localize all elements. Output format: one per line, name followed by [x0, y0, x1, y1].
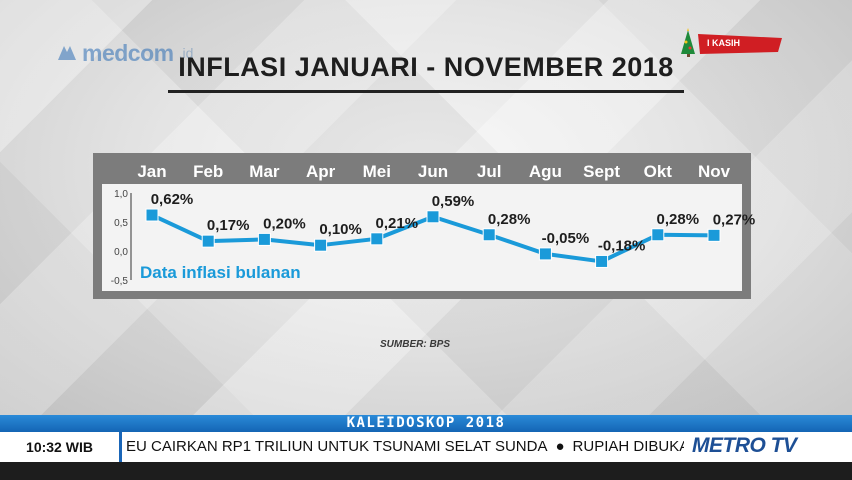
x-tick-label: Jul — [477, 162, 502, 181]
data-point — [257, 232, 271, 246]
x-tick-label: Okt — [644, 162, 673, 181]
data-label: 0,28% — [488, 211, 531, 228]
y-tick-label: 1,0 — [114, 189, 128, 200]
data-point — [482, 228, 496, 242]
x-tick-label: Agu — [529, 162, 562, 181]
medcom-mark-icon — [56, 42, 78, 64]
data-label: -0,05% — [542, 230, 590, 247]
x-tick-label: Nov — [698, 162, 731, 181]
data-point — [595, 254, 609, 268]
ticker-headline-2: RUPIAH DIBUKA — [572, 438, 684, 455]
title-underline — [168, 90, 684, 93]
data-point — [201, 234, 215, 248]
medcom-logo-text: medcom — [82, 39, 174, 66]
x-tick-label: Mar — [249, 162, 280, 181]
y-tick-label: -0,5 — [111, 276, 129, 287]
ticker-headline-1: EU CAIRKAN RP1 TRILIUN UNTUK TSUNAMI SEL… — [126, 438, 548, 455]
source-note: SUMBER: BPS — [380, 339, 451, 350]
data-label: 0,28% — [657, 211, 700, 228]
data-point — [538, 247, 552, 261]
y-tick-label: 0,0 — [114, 247, 128, 258]
program-band: KALEIDOSKOP 2018 — [0, 415, 852, 432]
x-tick-label: Mei — [363, 162, 391, 181]
channel-name: METRO TV — [692, 434, 797, 457]
data-point — [145, 208, 159, 222]
medcom-logo: medcom .id — [56, 40, 193, 66]
clock: 10:32 WIB — [0, 432, 122, 462]
inflation-line-chart: Jan Feb Mar Apr Mei Jun Jul Agu Sept Okt Nov 1,0 0,5… — [111, 162, 756, 287]
data-label: 0,62% — [151, 191, 194, 208]
data-label: 0,10% — [319, 221, 362, 238]
legend-label: Data inflasi bulanan — [140, 263, 301, 282]
data-label: 0,27% — [713, 211, 756, 228]
data-point — [426, 210, 440, 224]
x-tick-label: Jun — [418, 162, 448, 181]
data-label: 0,21% — [376, 215, 419, 232]
ticker-bullet: ● — [555, 438, 565, 455]
data-point — [314, 238, 328, 252]
data-point — [651, 228, 665, 242]
ribbon-text: I KASIH — [707, 38, 741, 48]
data-point — [707, 228, 721, 242]
data-label: 0,20% — [263, 215, 306, 232]
data-point — [370, 232, 384, 246]
data-label: 0,59% — [432, 193, 475, 210]
holiday-ribbon — [678, 28, 782, 58]
data-label: -0,18% — [598, 237, 646, 254]
chart-title: INFLASI JANUARI - NOVEMBER 2018 — [178, 52, 674, 82]
x-tick-label: Feb — [193, 162, 223, 181]
y-tick-label: 0,5 — [114, 218, 128, 229]
x-tick-label: Sept — [583, 162, 620, 181]
channel-logo — [684, 432, 852, 462]
ticker-headlines: EU CAIRKAN RP1 TRILIUN UNTUK TSUNAMI SEL… — [124, 432, 684, 462]
data-label: 0,17% — [207, 217, 250, 234]
x-tick-label: Jan — [137, 162, 166, 181]
x-tick-label: Apr — [306, 162, 336, 181]
bottom-strip — [0, 462, 852, 480]
medcom-logo-tld: .id — [178, 45, 194, 61]
